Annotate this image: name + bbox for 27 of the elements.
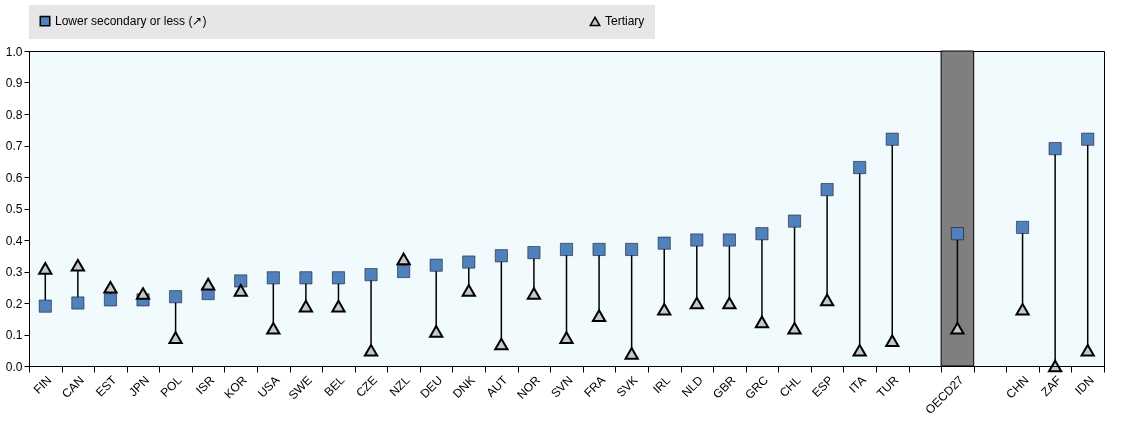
- y-tick-label: 0.3: [5, 265, 23, 279]
- x-tick-label: TUR: [873, 372, 902, 401]
- x-tick-label: NLD: [678, 372, 707, 400]
- y-tick-label: 0.0: [5, 359, 23, 374]
- y-tick-label: 1.0: [5, 44, 23, 59]
- x-tick-label: JPN: [126, 373, 152, 400]
- x-tick-label: FRA: [581, 373, 609, 400]
- x-tick-label: BEL: [321, 372, 348, 400]
- x-tick-label: ISR: [193, 372, 218, 398]
- y-tick-label: 0.9: [5, 76, 23, 90]
- legend-label: Tertiary: [605, 14, 645, 29]
- x-tick-label: IRL: [650, 372, 674, 397]
- x-tick-label: POL: [157, 372, 185, 400]
- y-tick-label: 0.7: [5, 139, 23, 153]
- x-tick-label: NZL: [386, 372, 413, 400]
- x-tick-label: IDN: [1072, 373, 1097, 398]
- y-tick-label: 0.1: [5, 328, 23, 342]
- y-tick-label: 0.8: [5, 107, 23, 122]
- x-tick-label: FIN: [30, 373, 55, 397]
- x-tick-label: ITA: [846, 373, 869, 396]
- y-tick-label: 0.5: [5, 202, 23, 216]
- x-tick-label: CHL: [776, 372, 804, 400]
- legend-label: Lower secondary or less (↗): [55, 14, 207, 29]
- y-tick-label: 0.4: [5, 233, 23, 248]
- x-tick-label: USA: [254, 373, 283, 401]
- y-tick-label: 0.6: [5, 170, 23, 185]
- y-tick-label: 0.2: [5, 296, 23, 311]
